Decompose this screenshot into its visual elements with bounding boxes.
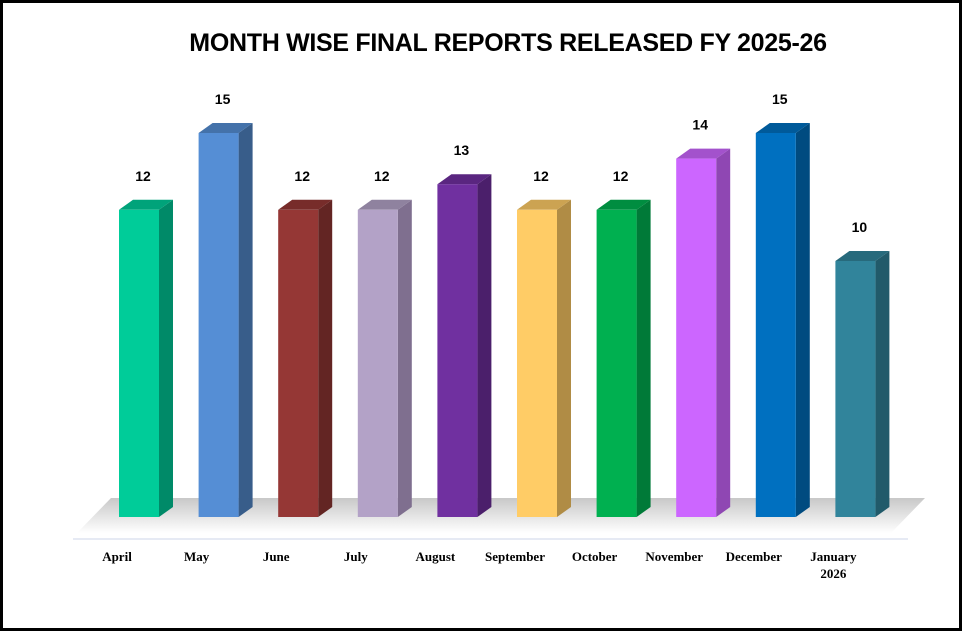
x-tick-label: January 2026 bbox=[810, 549, 857, 581]
bar-top bbox=[676, 148, 731, 159]
data-label: 12 bbox=[613, 168, 629, 184]
data-label: 15 bbox=[215, 91, 231, 107]
x-tick-label: May bbox=[184, 549, 210, 564]
bar-january-2026 bbox=[835, 251, 890, 517]
x-tick-label: June bbox=[263, 549, 290, 564]
bar-top bbox=[119, 199, 173, 210]
bar-front bbox=[596, 209, 637, 518]
bar-july bbox=[357, 199, 412, 518]
bar-front bbox=[835, 261, 876, 517]
bar-top bbox=[437, 174, 492, 185]
bar-front bbox=[119, 209, 159, 518]
bar-top bbox=[517, 199, 571, 210]
data-label: 12 bbox=[135, 168, 151, 184]
x-tick-label: April bbox=[102, 549, 132, 564]
x-tick-label: November bbox=[645, 549, 703, 564]
x-tick-label: August bbox=[416, 549, 456, 564]
bar-side bbox=[636, 199, 651, 518]
bar-august bbox=[437, 174, 492, 517]
bar-side bbox=[238, 123, 253, 517]
bar-side bbox=[159, 199, 173, 518]
bar-side bbox=[795, 123, 810, 517]
data-label: 12 bbox=[533, 168, 549, 184]
data-label: 14 bbox=[692, 117, 708, 133]
bar-chart: 12 April 15 May 12 June 12 July 13 August 12 Septem… bbox=[73, 91, 925, 581]
bar-side bbox=[716, 148, 731, 517]
x-tick-label: September bbox=[485, 549, 545, 564]
data-label: 12 bbox=[374, 168, 390, 184]
data-label: 15 bbox=[772, 91, 788, 107]
x-tick-label: December bbox=[726, 549, 783, 564]
bar-front bbox=[676, 158, 717, 517]
x-tick-label: October bbox=[572, 549, 618, 564]
bar-front bbox=[517, 209, 557, 518]
bar-top bbox=[755, 123, 810, 133]
bar-may bbox=[198, 123, 253, 517]
bar-june bbox=[278, 199, 333, 518]
bar-side bbox=[318, 199, 333, 518]
bar-december bbox=[755, 123, 810, 517]
bar-november bbox=[676, 148, 731, 517]
bar-side bbox=[557, 199, 571, 518]
bar-front bbox=[357, 209, 398, 518]
bar-october bbox=[596, 199, 651, 518]
bar-april bbox=[119, 199, 173, 518]
bar-top bbox=[835, 251, 890, 261]
bar-front bbox=[437, 184, 478, 517]
bar-top bbox=[596, 199, 651, 210]
bar-side bbox=[397, 199, 412, 518]
bar-side bbox=[875, 251, 890, 517]
bar-top bbox=[278, 199, 333, 210]
data-label: 13 bbox=[454, 142, 470, 158]
data-label: 12 bbox=[294, 168, 310, 184]
bar-top bbox=[198, 123, 253, 133]
bar-top bbox=[357, 199, 412, 210]
bar-front bbox=[198, 133, 239, 517]
bar-side bbox=[477, 174, 492, 517]
bar-september bbox=[517, 199, 571, 518]
data-label: 10 bbox=[852, 219, 868, 235]
bar-front bbox=[278, 209, 319, 518]
chart-title: MONTH WISE FINAL REPORTS RELEASED FY 202… bbox=[189, 29, 827, 57]
bar-front bbox=[755, 133, 796, 517]
x-tick-label: July bbox=[344, 549, 368, 564]
